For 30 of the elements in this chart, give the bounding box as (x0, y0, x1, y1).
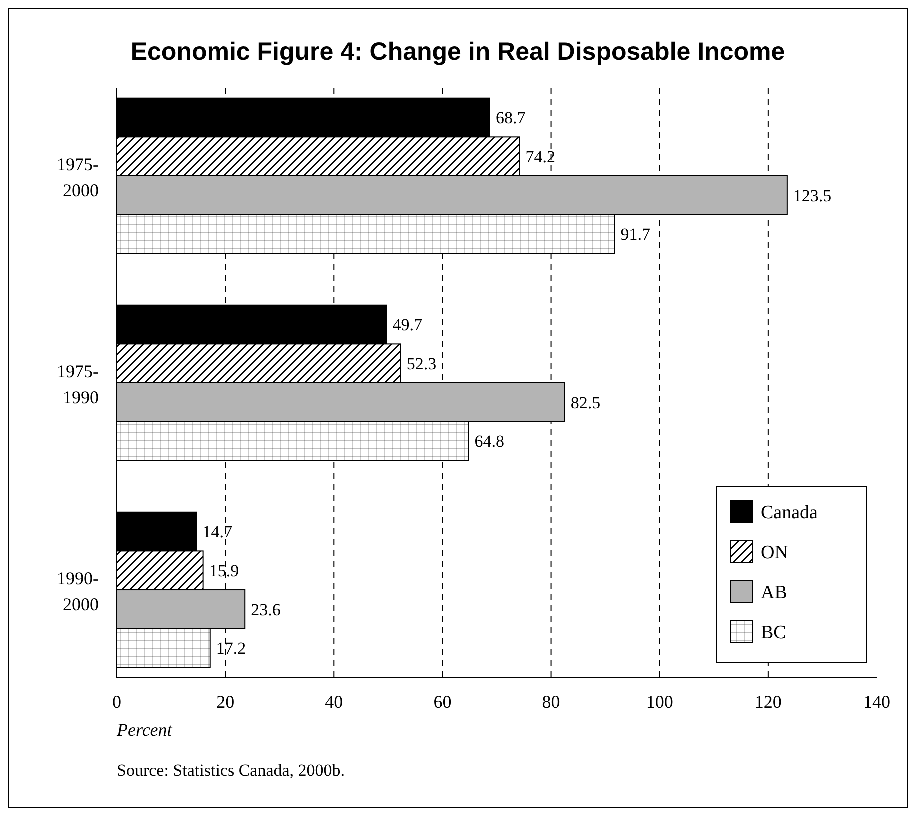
x-tick-label: 60 (434, 692, 452, 712)
x-tick-label: 20 (216, 692, 235, 712)
data-label: 64.8 (474, 432, 505, 452)
x-axis-title: Percent (116, 720, 174, 740)
legend-label: Canada (761, 502, 819, 524)
x-tick-label: 0 (112, 692, 122, 712)
x-tick-label: 120 (754, 692, 782, 712)
data-label: 49.7 (392, 316, 424, 335)
data-label: 14.7 (202, 522, 234, 542)
y-tick-label: 1975-2000 (57, 154, 99, 200)
data-label: 23.6 (251, 600, 281, 620)
x-tick-label: 40 (325, 692, 344, 712)
y-tick-label: 1975-1990 (57, 361, 99, 408)
x-tick-label: 100 (646, 692, 674, 712)
data-label: 82.5 (570, 393, 601, 412)
chart-title: Economic Figure 4: Change in Real Disposable Income (130, 38, 786, 66)
legend-label: ON (761, 542, 789, 564)
y-tick-label: 1990-2000 (57, 568, 99, 614)
data-label: 68.7 (496, 108, 526, 128)
data-label: 74.2 (526, 148, 556, 167)
data-label: 52.3 (406, 354, 437, 374)
legend-label: AB (761, 582, 788, 604)
data-label: 17.2 (216, 639, 246, 658)
x-tick-label: 140 (864, 692, 890, 712)
legend-label: BC (761, 622, 786, 644)
data-label: 15.9 (209, 562, 240, 581)
source-note: Source: Statistics Canada, 2000b. (117, 761, 346, 780)
x-tick-label: 80 (542, 692, 560, 712)
data-label: 123.5 (793, 186, 832, 206)
data-label: 91.7 (620, 225, 652, 244)
